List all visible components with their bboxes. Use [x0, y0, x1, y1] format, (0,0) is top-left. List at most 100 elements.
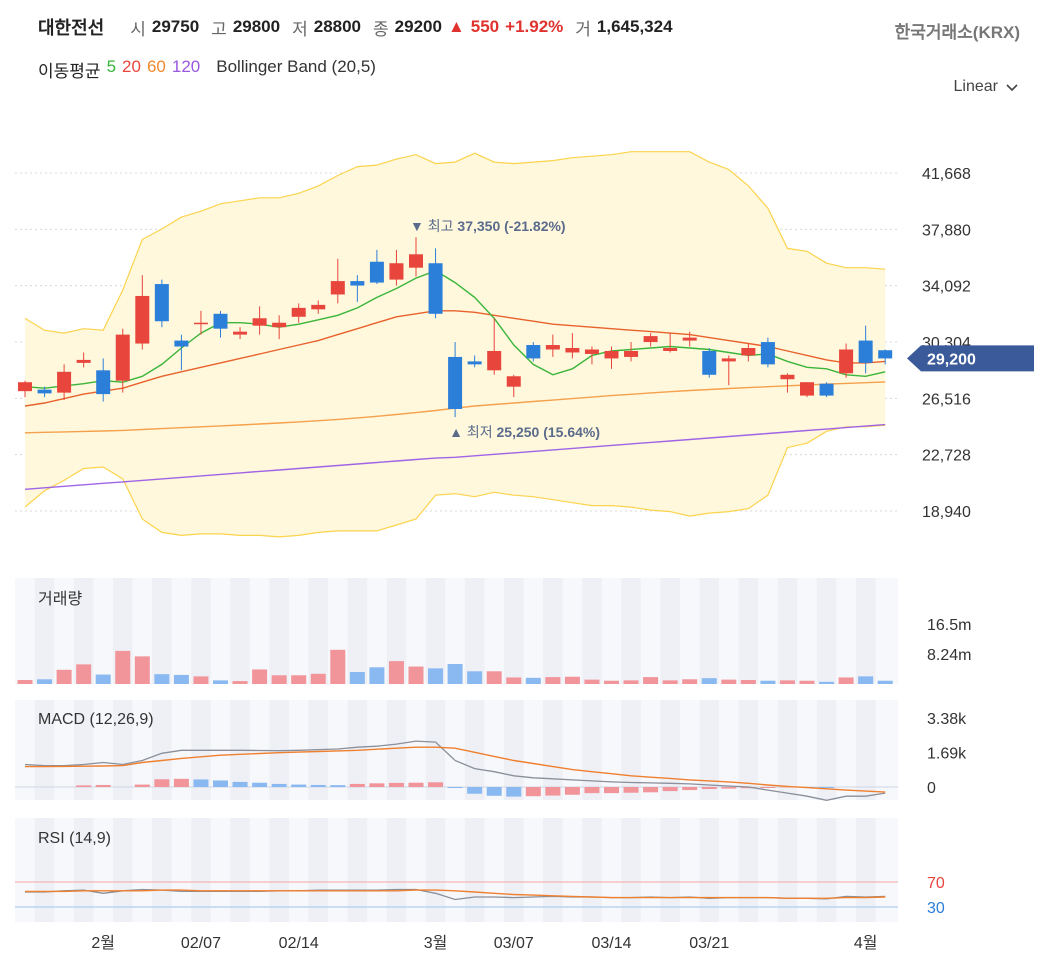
ma5-legend[interactable]: 5: [106, 57, 117, 76]
volume-bar: [838, 677, 854, 684]
macd-tick-label: 3.38k: [927, 711, 967, 728]
rsi-panel-stripe: [503, 818, 524, 922]
volume-panel-stripe: [660, 578, 680, 684]
candle-body: [115, 334, 130, 381]
macd-histogram-bar: [447, 787, 463, 789]
volume-bar: [623, 680, 639, 684]
volume-panel-stripe: [816, 578, 837, 684]
volume-panel-stripe: [230, 578, 250, 684]
volume-bar: [115, 650, 131, 684]
macd-histogram-bar: [525, 787, 541, 797]
stock-name: 대한전선: [38, 18, 105, 38]
macd-line: [24, 740, 886, 801]
ma60-legend[interactable]: 60: [146, 57, 166, 76]
candle-body: [291, 307, 306, 317]
volume-panel-stripe: [152, 578, 172, 684]
change-value: 550: [470, 17, 500, 36]
ma20-line: [24, 310, 886, 407]
volume-bar: [447, 664, 463, 684]
macd-histogram-bar: [330, 785, 346, 787]
rsi-panel-stripe: [34, 818, 55, 922]
volume-panel-stripe: [269, 578, 289, 684]
x-axis-label: 03/21: [689, 935, 729, 952]
rsi-panel-stripe: [230, 818, 250, 922]
volume-bar: [428, 668, 444, 684]
volume-bar: [858, 676, 874, 684]
indicator-legend[interactable]: 이동평균 5 20 60 120 Bollinger Band (20,5): [38, 57, 376, 82]
candle-body: [272, 322, 287, 328]
volume-panel-stripe: [386, 578, 407, 684]
rsi-panel-stripe: [816, 818, 837, 922]
candle-body: [702, 350, 717, 375]
macd-histogram-bar: [349, 783, 365, 787]
candle-body: [350, 281, 365, 286]
candle-body: [96, 370, 111, 395]
candle-body: [682, 337, 697, 341]
rsi-panel-stripe: [464, 818, 485, 922]
volume-panel-stripe: [308, 578, 329, 684]
ma-label: 이동평균: [38, 62, 101, 81]
macd-panel-stripe: [464, 700, 485, 800]
rsi-panel-stripe: [621, 818, 641, 922]
candle-body: [545, 345, 560, 350]
candle-body: [409, 254, 423, 268]
candle-body: [330, 281, 345, 295]
ma20-legend[interactable]: 20: [122, 57, 141, 76]
macd-histogram-bar: [193, 779, 209, 787]
rsi-panel-stripe: [269, 818, 289, 922]
macd-histogram-bar: [819, 787, 835, 789]
bollinger-lower-line: [24, 424, 886, 538]
candle-body: [467, 361, 482, 365]
macd-histogram-bar: [506, 787, 522, 797]
volume-tick-label: 16.5m: [927, 617, 971, 634]
volume-panel-stripe: [425, 578, 446, 684]
candle-body: [839, 349, 854, 374]
volume-panel-stripe: [582, 578, 602, 684]
candle-body: [604, 350, 619, 359]
low-annotation: ▲ 최저 25,250 (15.64%): [449, 424, 600, 440]
rsi-panel-stripe: [582, 818, 602, 922]
ma120-legend[interactable]: 120: [171, 57, 201, 76]
price-tick-label: 37,880: [922, 222, 971, 239]
volume-bar: [643, 677, 659, 684]
macd-panel-stripe: [855, 700, 876, 800]
candle-body: [878, 350, 893, 359]
rsi-panel-stripe: [543, 818, 563, 922]
macd-histogram-bar: [701, 787, 717, 790]
volume-bar: [506, 677, 522, 684]
low-value: 28800: [313, 17, 362, 36]
x-axis-label: 4월: [854, 934, 878, 952]
macd-panel-stripe: [738, 700, 759, 800]
bollinger-legend[interactable]: Bollinger Band (20,5): [216, 57, 376, 76]
rsi-panel: [15, 818, 898, 922]
rsi-panel-stripe: [112, 818, 133, 922]
volume-bar: [564, 676, 580, 684]
up-arrow-icon: ▲: [447, 17, 465, 36]
volume-bar: [17, 680, 33, 684]
candle-body: [760, 342, 775, 365]
scale-select[interactable]: Linear: [954, 78, 1020, 96]
macd-histogram-bar: [154, 779, 170, 787]
rsi-panel-stripe: [152, 818, 172, 922]
macd-panel-stripe: [699, 700, 720, 800]
macd-panel-stripe: [34, 700, 55, 800]
volume-bar: [760, 680, 776, 684]
macd-histogram-bar: [486, 787, 502, 796]
macd-histogram-bar: [428, 782, 444, 787]
volume-bar: [95, 674, 111, 684]
rsi-panel-stripe: [738, 818, 759, 922]
macd-histogram-bar: [584, 787, 600, 794]
macd-histogram-bar: [76, 785, 92, 787]
x-axis-label: 03/14: [591, 935, 631, 952]
macd-panel-stripe: [73, 700, 94, 800]
macd-histogram-bar: [252, 782, 268, 787]
macd-histogram-bar: [564, 787, 580, 795]
candle-body: [819, 383, 834, 396]
macd-histogram-bar: [682, 787, 698, 791]
macd-panel-stripe: [425, 700, 446, 800]
current-price-tag: [907, 345, 1034, 372]
volume-bar: [76, 664, 92, 684]
macd-histogram-bar: [232, 781, 248, 787]
volume-bar: [819, 681, 835, 684]
